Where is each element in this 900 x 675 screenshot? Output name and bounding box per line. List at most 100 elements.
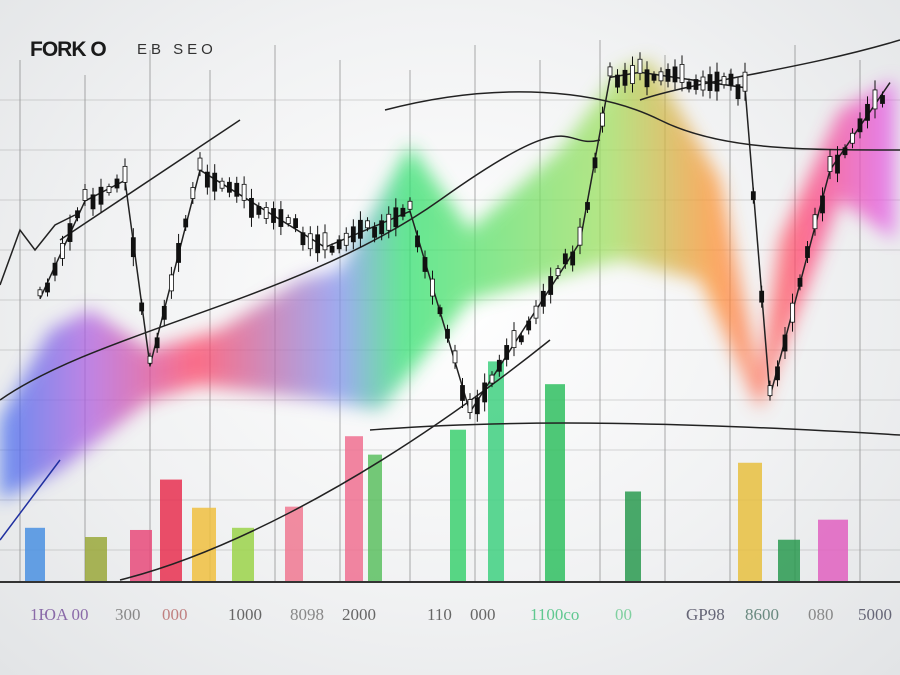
candle-body	[482, 382, 488, 403]
candle-body	[379, 220, 385, 235]
candle-body	[775, 366, 780, 381]
candle-body	[256, 206, 262, 215]
candle-body	[315, 234, 321, 254]
bar	[345, 436, 363, 582]
bar	[130, 529, 152, 582]
candle-body	[714, 71, 720, 92]
candle-body	[735, 84, 741, 100]
candle-body	[407, 200, 413, 210]
trend-line	[384, 91, 900, 151]
candle-body	[759, 290, 765, 303]
bar	[545, 384, 565, 582]
bar	[85, 537, 107, 582]
candle-body	[857, 118, 863, 133]
candle-body	[835, 154, 840, 174]
candle-body	[615, 74, 620, 88]
candle-body	[114, 178, 120, 189]
candle-body	[212, 172, 218, 192]
candle-body	[106, 186, 112, 194]
candle-body	[728, 73, 734, 86]
candle-body	[880, 95, 885, 104]
candle-body	[393, 207, 399, 228]
candle-body	[249, 197, 254, 218]
candle-body	[161, 305, 167, 320]
candle-body	[679, 64, 685, 83]
candle-body	[489, 374, 495, 384]
x-ticks: 1ЮA 00 300 000 1000 8098 2000 110 000 1100co 00 GP…	[30, 605, 892, 624]
candle-body	[82, 189, 88, 201]
candle-body	[67, 223, 73, 242]
bar	[450, 429, 466, 582]
candle-body	[577, 226, 583, 246]
candle-body	[721, 76, 727, 86]
x-tick-label: 000	[162, 605, 188, 624]
candle-body	[176, 243, 181, 263]
candle-body	[372, 226, 377, 238]
candle-body	[767, 385, 773, 397]
bars	[25, 361, 848, 582]
candle-body	[122, 165, 128, 183]
candle-body	[790, 302, 795, 323]
x-tick-label: 1100co	[530, 605, 579, 624]
bar	[625, 491, 641, 582]
x-tick-label: GP98	[686, 605, 725, 624]
candle-body	[437, 307, 443, 315]
candle-body	[322, 232, 328, 251]
candle-body	[452, 350, 458, 364]
candle-body	[812, 214, 818, 230]
bar	[818, 519, 848, 582]
candle-body	[700, 76, 706, 91]
x-tick-label: 000	[470, 605, 496, 624]
candle-body	[219, 180, 225, 189]
trend-line	[369, 422, 900, 436]
candle-body	[600, 112, 605, 127]
candle-body	[75, 210, 80, 219]
candle-body	[400, 207, 406, 217]
x-tick-label: 00	[615, 605, 632, 624]
candle-body	[637, 58, 643, 74]
candle-body	[805, 246, 810, 258]
candle-body	[197, 157, 203, 171]
candle-body	[358, 219, 363, 239]
candle-body	[548, 276, 554, 295]
candle-body	[820, 195, 825, 214]
candle-body	[865, 103, 870, 121]
candle-body	[872, 89, 878, 110]
candle-body	[797, 277, 803, 287]
candle-body	[285, 217, 291, 224]
candle-body	[90, 194, 96, 210]
candle-body	[585, 202, 590, 210]
brand-subtitle: EB SEO	[137, 41, 217, 58]
candle-body	[386, 213, 392, 231]
candle-body	[511, 330, 517, 349]
candle-body	[496, 359, 502, 372]
candle-body	[60, 242, 65, 259]
bar	[778, 539, 800, 582]
candle-body	[467, 399, 473, 413]
candle-body	[742, 71, 748, 92]
x-tick-label: 2000	[342, 605, 376, 624]
bar	[368, 454, 382, 582]
candle-body	[526, 320, 532, 331]
candle-body	[782, 334, 788, 352]
candle-body	[98, 186, 104, 205]
candle-body	[139, 302, 145, 312]
x-tick-label: 110	[427, 605, 452, 624]
candle-body	[190, 187, 196, 199]
price-line-small	[0, 214, 76, 286]
candle-body	[350, 226, 356, 243]
candle-body	[293, 218, 298, 229]
candle-body	[445, 328, 450, 339]
bar	[285, 506, 303, 582]
candle-body	[592, 157, 598, 169]
candle-body	[183, 218, 189, 228]
candle-body	[227, 181, 232, 193]
candle-body	[570, 251, 576, 266]
candle-body	[343, 232, 349, 246]
candle-body	[365, 220, 370, 229]
candle-body	[850, 132, 855, 144]
candle-body	[651, 73, 657, 81]
x-tick-label: 080	[808, 605, 834, 624]
candle-body	[204, 171, 210, 188]
candle-body	[415, 235, 420, 248]
